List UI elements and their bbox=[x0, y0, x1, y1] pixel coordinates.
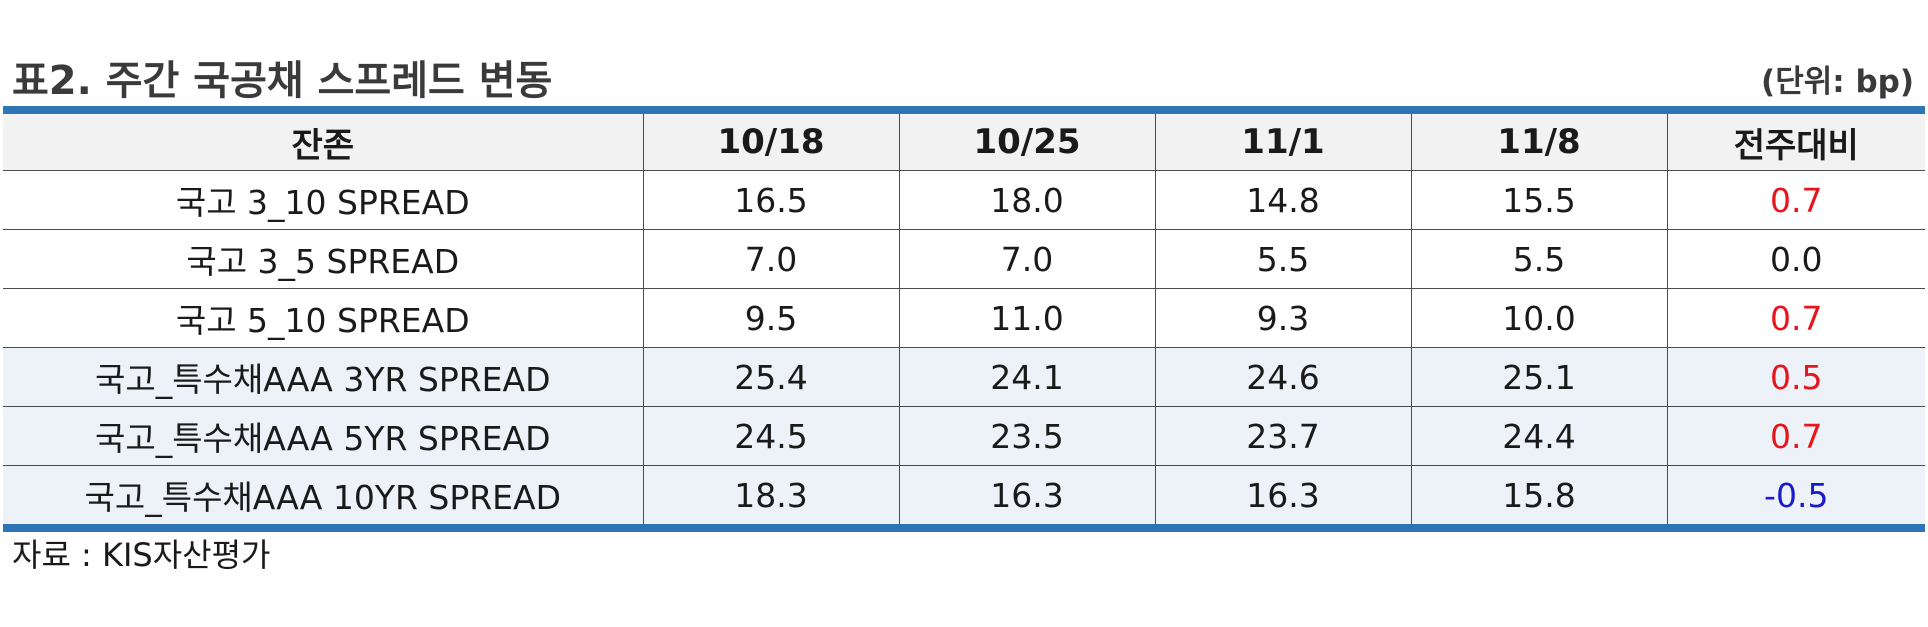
header-cell-date: 11/1 bbox=[1154, 114, 1411, 171]
spread-table-container: 잔존 10/18 10/25 11/1 11/8 전주대비 국고 3_10 SP… bbox=[3, 106, 1925, 532]
header-cell-maturity: 잔존 bbox=[3, 114, 643, 171]
header-row: 잔존 10/18 10/25 11/1 11/8 전주대비 bbox=[3, 114, 1925, 171]
value-cell: 15.8 bbox=[1410, 465, 1667, 524]
value-cell: 10.0 bbox=[1410, 288, 1667, 348]
table-row: 국고_특수채AAA 5YR SPREAD 24.5 23.5 23.7 24.4 0.7 bbox=[3, 406, 1925, 466]
value-cell: 5.5 bbox=[1410, 229, 1667, 289]
value-cell: 16.3 bbox=[898, 465, 1155, 524]
table-row: 국고_특수채AAA 10YR SPREAD 18.3 16.3 16.3 15.8 -0.… bbox=[3, 465, 1925, 524]
change-cell: 0.0 bbox=[1666, 229, 1925, 289]
change-cell: 0.7 bbox=[1666, 170, 1925, 230]
value-cell: 16.5 bbox=[642, 170, 899, 230]
row-label-cell: 국고 3_10 SPREAD bbox=[3, 170, 643, 230]
row-label-cell: 국고_특수채AAA 10YR SPREAD bbox=[3, 465, 643, 524]
header-cell-weekly-change: 전주대비 bbox=[1666, 114, 1925, 171]
value-cell: 9.5 bbox=[642, 288, 899, 348]
value-cell: 18.0 bbox=[898, 170, 1155, 230]
value-cell: 9.3 bbox=[1154, 288, 1411, 348]
row-label-cell: 국고 3_5 SPREAD bbox=[3, 229, 643, 289]
value-cell: 24.6 bbox=[1154, 347, 1411, 407]
value-cell: 23.7 bbox=[1154, 406, 1411, 466]
source-note: 자료 : KIS자산평가 bbox=[12, 536, 271, 574]
row-label-cell: 국고_특수채AAA 5YR SPREAD bbox=[3, 406, 643, 466]
table-title: 표2. 주간 국공채 스프레드 변동 bbox=[12, 58, 553, 104]
value-cell: 18.3 bbox=[642, 465, 899, 524]
change-cell: -0.5 bbox=[1666, 465, 1925, 524]
header-cell-date: 10/18 bbox=[642, 114, 899, 171]
value-cell: 7.0 bbox=[898, 229, 1155, 289]
header-cell-date: 10/25 bbox=[898, 114, 1155, 171]
table-row: 국고 3_5 SPREAD 7.0 7.0 5.5 5.5 0.0 bbox=[3, 229, 1925, 289]
value-cell: 11.0 bbox=[898, 288, 1155, 348]
header-cell-date: 11/8 bbox=[1410, 114, 1667, 171]
value-cell: 15.5 bbox=[1410, 170, 1667, 230]
spread-table: 잔존 10/18 10/25 11/1 11/8 전주대비 국고 3_10 SP… bbox=[3, 114, 1925, 524]
row-label-cell: 국고_특수채AAA 3YR SPREAD bbox=[3, 347, 643, 407]
value-cell: 5.5 bbox=[1154, 229, 1411, 289]
table-row: 국고_특수채AAA 3YR SPREAD 25.4 24.1 24.6 25.1 0.5 bbox=[3, 347, 1925, 407]
value-cell: 24.5 bbox=[642, 406, 899, 466]
unit-label: (단위: bp) bbox=[1761, 64, 1914, 100]
change-cell: 0.7 bbox=[1666, 406, 1925, 466]
change-cell: 0.7 bbox=[1666, 288, 1925, 348]
value-cell: 24.4 bbox=[1410, 406, 1667, 466]
value-cell: 25.4 bbox=[642, 347, 899, 407]
table-row: 국고 3_10 SPREAD 16.5 18.0 14.8 15.5 0.7 bbox=[3, 170, 1925, 230]
table-body: 국고 3_10 SPREAD 16.5 18.0 14.8 15.5 0.7 국고 3_5 … bbox=[3, 170, 1925, 524]
row-label-cell: 국고 5_10 SPREAD bbox=[3, 288, 643, 348]
value-cell: 7.0 bbox=[642, 229, 899, 289]
value-cell: 25.1 bbox=[1410, 347, 1667, 407]
value-cell: 23.5 bbox=[898, 406, 1155, 466]
change-cell: 0.5 bbox=[1666, 347, 1925, 407]
value-cell: 16.3 bbox=[1154, 465, 1411, 524]
value-cell: 14.8 bbox=[1154, 170, 1411, 230]
value-cell: 24.1 bbox=[898, 347, 1155, 407]
table-row: 국고 5_10 SPREAD 9.5 11.0 9.3 10.0 0.7 bbox=[3, 288, 1925, 348]
